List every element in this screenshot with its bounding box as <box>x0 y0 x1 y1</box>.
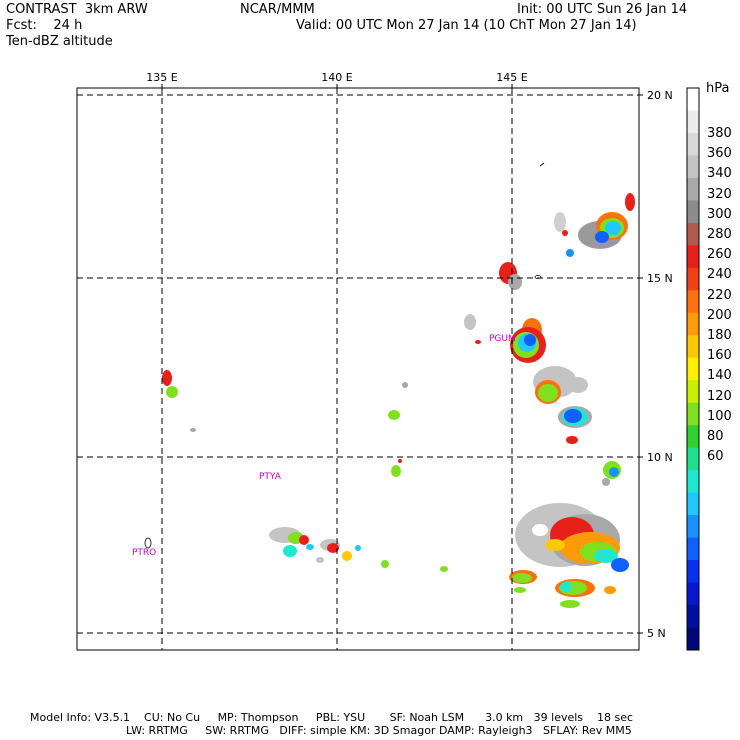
colorbar-swatch <box>687 155 699 179</box>
colorbar-swatch <box>687 177 699 201</box>
lat-label-20: 20 N <box>647 89 673 102</box>
island-marker <box>534 275 542 279</box>
colorbar-swatch <box>687 88 699 111</box>
colorbar <box>686 87 700 651</box>
valid-time: Valid: 00 UTC Mon 27 Jan 14 (10 ChT Mon … <box>296 18 637 33</box>
colorbar-swatch <box>687 605 699 629</box>
init-time: Init: 00 UTC Sun 26 Jan 14 <box>517 2 688 17</box>
colorbar-swatch <box>687 357 699 381</box>
colorbar-label: 340 <box>707 166 732 182</box>
colorbar-unit: hPa <box>706 81 730 96</box>
colorbar-swatch <box>687 582 699 606</box>
model-info-line1: Model Info: V3.5.1 CU: No Cu MP: Thompso… <box>30 711 634 724</box>
colorbar-swatch <box>687 425 699 449</box>
graticule <box>77 88 639 650</box>
colorbar-swatch <box>687 515 699 539</box>
colorbar-swatch <box>687 200 699 224</box>
colorbar-swatch <box>687 132 699 156</box>
title-model: CONTRAST 3km ARW <box>6 2 148 17</box>
colorbar-label: 60 <box>707 449 724 465</box>
storm-cells <box>144 193 635 608</box>
colorbar-label: 260 <box>707 247 732 263</box>
colorbar-label: 100 <box>707 408 732 424</box>
colorbar-label: 160 <box>707 348 732 364</box>
colorbar-label: 180 <box>707 328 732 343</box>
colorbar-label: 300 <box>707 206 732 222</box>
colorbar-label: 360 <box>707 146 732 162</box>
lat-label-5: 5 N <box>647 627 666 640</box>
colorbar-swatch <box>687 290 699 314</box>
lat-label-15: 15 N <box>647 272 673 285</box>
colorbar-swatch <box>687 222 699 246</box>
field-name: Ten-dBZ altitude <box>6 34 113 49</box>
colorbar-label: 140 <box>707 368 732 384</box>
colorbar-swatch <box>687 267 699 291</box>
colorbar-frame <box>686 87 700 651</box>
forecast-hour: Fcst: 24 h <box>6 18 83 33</box>
colorbar-swatch <box>687 560 699 584</box>
organization: NCAR/MMM <box>240 2 315 17</box>
colorbar-swatch <box>687 537 699 561</box>
colorbar-swatch <box>687 110 699 134</box>
colorbar-swatch <box>687 492 699 516</box>
colorbar-swatch <box>687 380 699 404</box>
lon-label-145: 145 E <box>496 71 527 84</box>
colorbar-label: 80 <box>707 429 724 444</box>
colorbar-swatch <box>687 245 699 269</box>
colorbar-label: 240 <box>707 267 732 283</box>
lat-label-10: 10 N <box>647 451 673 464</box>
colorbar-label: 320 <box>707 186 732 202</box>
lon-label-135: 135 E <box>146 71 177 84</box>
colorbar-swatch <box>687 335 699 359</box>
colorbar-label: 380 <box>707 126 732 141</box>
axis-labels: 135 E 140 E 145 E 20 N 15 N 10 N 5 N <box>146 71 672 640</box>
colorbar-label: 200 <box>707 307 732 323</box>
station-ptya: PTYA <box>259 472 282 482</box>
station-ptro: PTRO <box>132 548 156 558</box>
island-marker <box>539 162 545 167</box>
colorbar-swatch <box>687 447 699 471</box>
colorbar-label: 220 <box>707 287 732 303</box>
model-info-line2: LW: RRTMG SW: RRTMG DIFF: simple KM: 3D … <box>126 724 632 737</box>
map-frame <box>76 87 640 651</box>
colorbar-swatch <box>687 312 699 336</box>
station-pgum: PGUM <box>489 334 516 344</box>
colorbar-label: 280 <box>707 227 732 242</box>
colorbar-swatch <box>687 470 699 494</box>
ticks <box>161 84 643 634</box>
lon-label-140: 140 E <box>321 71 352 84</box>
colorbar-swatch <box>687 627 699 651</box>
colorbar-label: 120 <box>707 388 732 404</box>
station-labels: PGUM PTYA PTRO <box>132 334 516 558</box>
colorbar-swatch <box>687 402 699 426</box>
